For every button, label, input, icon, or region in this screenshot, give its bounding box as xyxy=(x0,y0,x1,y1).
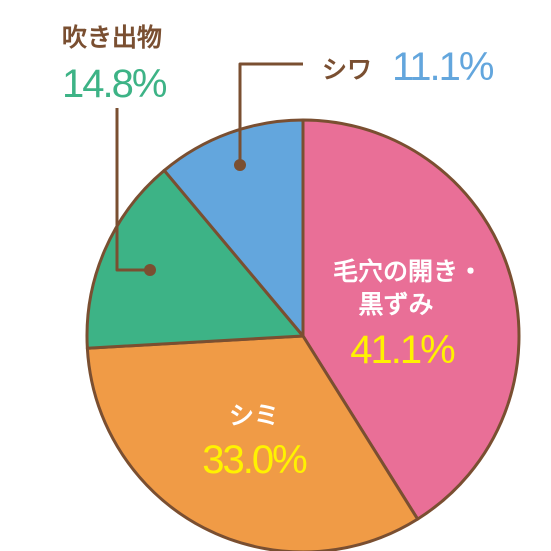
slice-label-spots: シミ xyxy=(229,401,279,430)
pie-slices xyxy=(85,118,521,551)
slice-label-pores-line1: 毛穴の開き・ xyxy=(333,257,483,286)
leader-dot-acne xyxy=(144,264,156,276)
pie-slice-wrinkles xyxy=(162,118,305,338)
slice-value-acne: 14.8% xyxy=(62,62,167,106)
slice-value-spots: 33.0% xyxy=(202,438,307,482)
leader-line-wrinkles xyxy=(238,62,303,165)
leader-dot-wrinkles xyxy=(234,159,246,171)
slice-label-wrinkles: シワ xyxy=(322,55,372,84)
pie-slice-acne xyxy=(85,168,305,350)
slice-value-pores: 41.1% xyxy=(350,328,455,372)
pie-slice-spots xyxy=(85,334,420,551)
slice-label-pores-line2: 黒ずみ xyxy=(358,290,433,319)
leader-line-acne xyxy=(115,108,150,272)
leader-lines xyxy=(115,62,303,276)
slice-label-acne: 吹き出物 xyxy=(62,23,162,52)
slice-value-wrinkles: 11.1% xyxy=(392,45,494,89)
pie-slice-pores xyxy=(301,118,521,521)
